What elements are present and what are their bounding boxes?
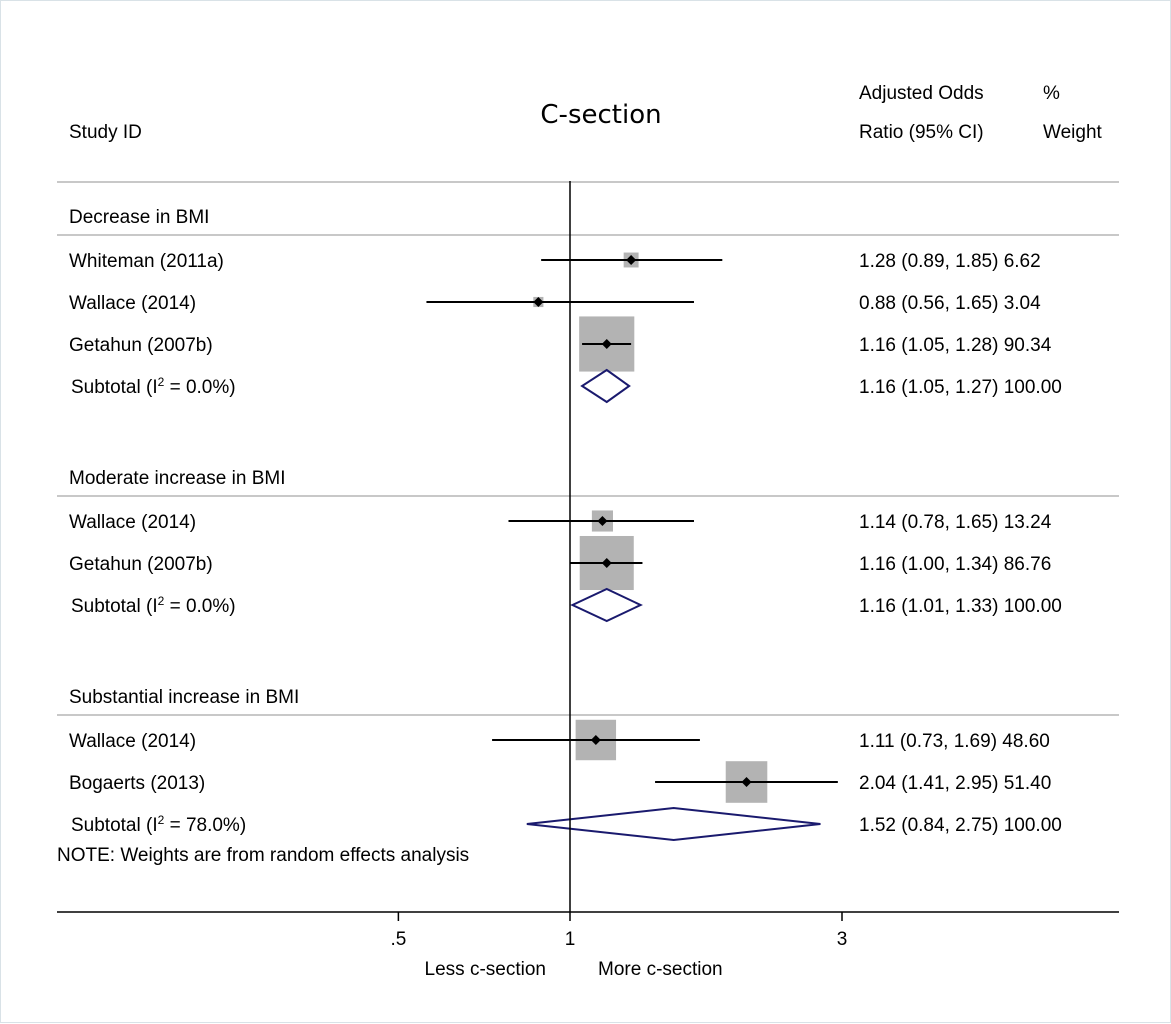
study-or-value: 1.16 (1.00, 1.34) 86.76 bbox=[859, 554, 1051, 575]
subtotal-label: Subtotal (I2 = 0.0%) bbox=[71, 375, 236, 398]
forest-rows: Decrease in BMI Whiteman (2011a) 1.28 (0.8… bbox=[57, 181, 1119, 842]
study-point-estimate bbox=[533, 297, 544, 307]
header-study-id: Study ID bbox=[69, 122, 142, 143]
study-label: Getahun (2007b) bbox=[69, 335, 213, 356]
chart-title-text: C-section bbox=[540, 100, 661, 130]
subtotal-label: Subtotal (I2 = 0.0%) bbox=[71, 594, 236, 617]
study-or-value: 1.16 (1.05, 1.28) 90.34 bbox=[859, 335, 1052, 356]
group-heading: Moderate increase in BMI bbox=[69, 468, 286, 489]
group-heading: Decrease in BMI bbox=[69, 207, 209, 228]
study-label: Wallace (2014) bbox=[69, 293, 196, 314]
study-point-estimate bbox=[601, 558, 612, 568]
study-point-estimate bbox=[626, 255, 637, 265]
study-or-value: 1.28 (0.89, 1.85) 6.62 bbox=[859, 251, 1041, 272]
study-point-estimate bbox=[590, 735, 601, 745]
study-label: Getahun (2007b) bbox=[69, 554, 213, 575]
subtotal-diamond bbox=[570, 587, 643, 623]
subtotal-or-value: 1.16 (1.05, 1.27) 100.00 bbox=[859, 377, 1062, 398]
header-weight-line2: Weight bbox=[1043, 122, 1103, 143]
study-or-value: 1.14 (0.78, 1.65) 13.24 bbox=[859, 512, 1052, 533]
study-label: Wallace (2014) bbox=[69, 512, 196, 533]
footnote: NOTE: Weights are from random effects an… bbox=[57, 845, 469, 866]
study-or-value: 1.11 (0.73, 1.69) 48.60 bbox=[859, 731, 1050, 752]
x-tick-label: 1 bbox=[565, 929, 576, 950]
subtotal-or-value: 1.52 (0.84, 2.75) 100.00 bbox=[859, 815, 1062, 836]
direction-label-right: More c-section bbox=[598, 959, 723, 980]
x-tick-label: .5 bbox=[390, 929, 406, 950]
subtotal-diamond bbox=[580, 368, 631, 404]
subtotal-or-value: 1.16 (1.01, 1.33) 100.00 bbox=[859, 596, 1062, 617]
study-or-value: 0.88 (0.56, 1.65) 3.04 bbox=[859, 293, 1041, 314]
header-or-line2: Ratio (95% CI) bbox=[859, 122, 984, 143]
x-tick-label: 3 bbox=[837, 929, 848, 950]
x-axis: .5 1 3 Less c-section More c-section bbox=[57, 181, 1119, 980]
subtotal-label: Subtotal (I2 = 78.0%) bbox=[71, 813, 246, 836]
study-or-value: 2.04 (1.41, 2.95) 51.40 bbox=[859, 773, 1051, 794]
study-point-estimate bbox=[741, 777, 752, 787]
study-label: Whiteman (2011a) bbox=[69, 251, 224, 272]
header-or-line1: Adjusted Odds bbox=[859, 83, 984, 104]
subtotal-diamond bbox=[526, 806, 821, 842]
direction-label-left: Less c-section bbox=[425, 959, 546, 980]
study-point-estimate bbox=[601, 339, 612, 349]
study-label: Wallace (2014) bbox=[69, 731, 196, 752]
study-point-estimate bbox=[597, 516, 608, 526]
chart-title: C-section bbox=[540, 100, 661, 130]
study-label: Bogaerts (2013) bbox=[69, 773, 205, 794]
group-heading: Substantial increase in BMI bbox=[69, 687, 299, 708]
header-weight-line1: % bbox=[1043, 83, 1060, 104]
